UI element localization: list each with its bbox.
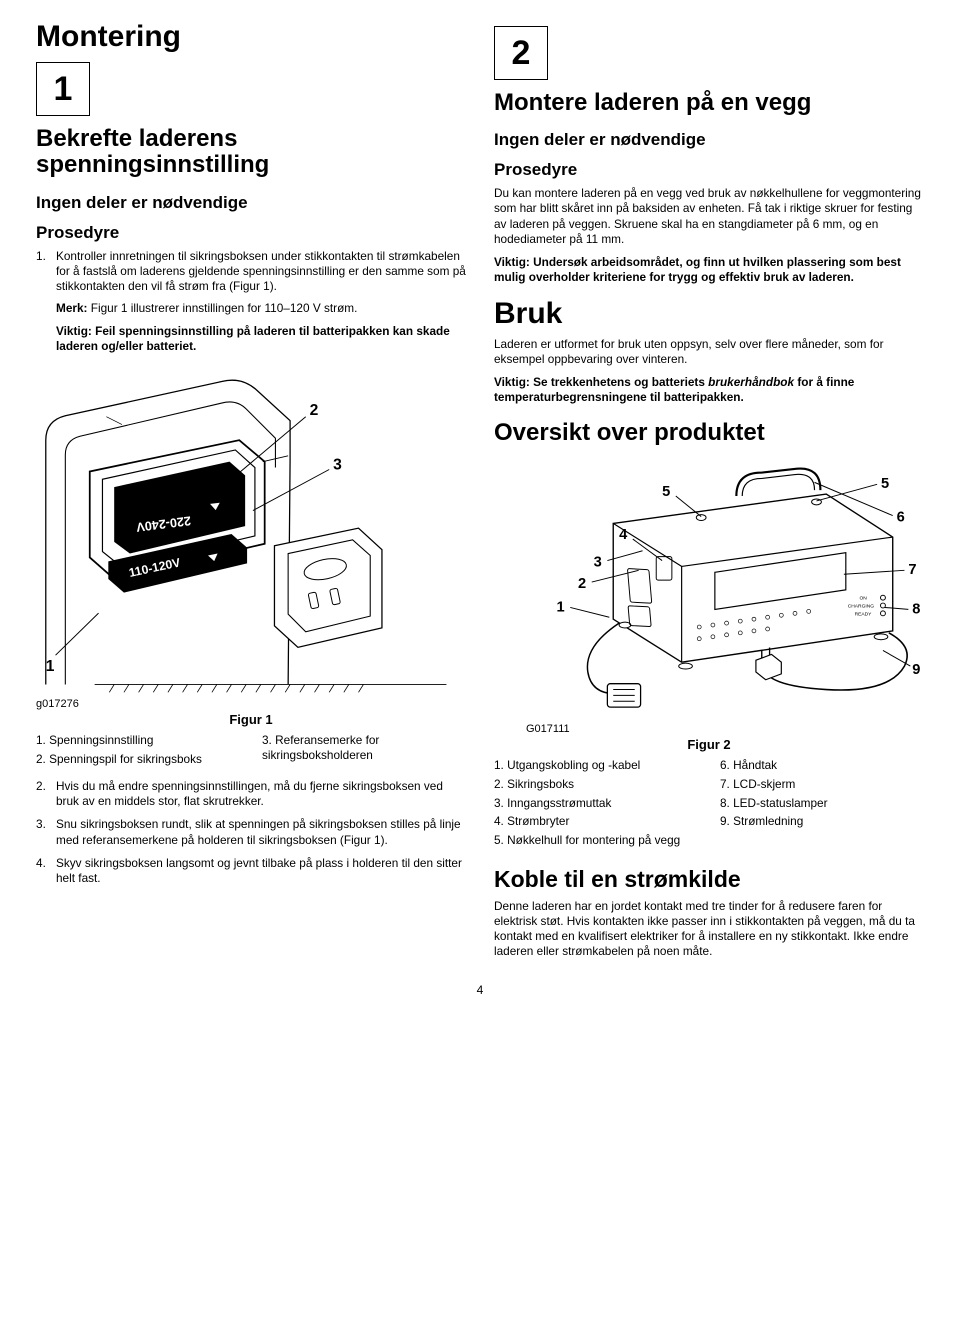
fig2-callout-7: 7 [908,563,916,579]
figure-1-svg: 220-240V 110-120V [36,362,466,694]
fig2-legend-4: 4. Strømbryter [494,814,698,829]
viktig-note-2: Viktig: Undersøk arbeidsområdet, og finn… [494,255,924,285]
viktig-note-1: Viktig: Feil spenningsinnstilling på lad… [56,324,466,354]
fig2-callout-9: 9 [912,662,920,678]
step-title-line2: spenningsinnstilling [36,151,269,178]
merk-note: Merk: Figur 1 illustrerer innstillingen … [56,301,466,316]
fig2-callout-3: 3 [594,555,602,571]
step-number-box-2: 2 [494,26,548,80]
step-1-3: Snu sikringsboksen rundt, slik at spenni… [36,817,466,848]
bruk-text: Laderen er utformet for bruk uten oppsyn… [494,337,924,367]
step-1-1-text: Kontroller innretningen til sikringsboks… [56,249,466,294]
figure-1-wrap: 220-240V 110-120V [36,362,466,694]
step-1-2: Hvis du må endre spenningsinnstillingen,… [36,779,466,810]
fig2-legend-5: 5. Nøkkelhull for montering på vegg [494,833,698,848]
figure-2-caption: Figur 2 [494,737,924,752]
step-number-box-1: 1 [36,62,90,116]
fig2-callout-5a: 5 [662,484,670,500]
viktig-label-2: Viktig: [494,255,530,269]
fig2-legend-7: 7. LCD-skjerm [720,777,924,792]
step-title-2: Montere laderen på en vegg [494,90,924,116]
fig2-callout-2: 2 [578,576,586,592]
figure-2-wrap: ON CHARGING READY [494,455,924,719]
step-1-1: Kontroller innretningen til sikringsboks… [36,249,466,354]
fig1-legend-1: 1. Spenningsinnstilling [36,733,240,748]
viktig-text-2: Undersøk arbeidsområdet, og finn ut hvil… [494,255,901,284]
section-title-montering: Montering [36,20,466,54]
page-number: 4 [36,983,924,997]
step-title-line1: Bekrefte laderens [36,125,237,152]
fig2-callout-5b: 5 [881,477,889,493]
fig2-legend-6: 6. Håndtak [720,758,924,773]
figure-1-caption: Figur 1 [36,712,466,727]
figure-1-legend: 1. Spenningsinnstilling 2. Spenningspil … [36,733,466,770]
fig1-legend-2: 2. Spenningspil for sikringsboks [36,752,240,767]
figure-2-svg: ON CHARGING READY [494,455,924,719]
fig1-callout-1: 1 [46,658,55,675]
viktig-label-3: Viktig: [494,375,530,389]
no-parts-heading: Ingen deler er nødvendige [36,193,466,213]
procedure-heading: Prosedyre [36,223,466,243]
procedure-list-1-cont: Hvis du må endre spenningsinnstillingen,… [36,779,466,887]
viktig-note-3: Viktig: Se trekkenhetens og batteriets b… [494,375,924,405]
figure-1-gcode: g017276 [36,698,466,710]
section-title-bruk: Bruk [494,297,924,331]
fig2-led-on: ON [859,596,867,602]
koble-text: Denne laderen har en jordet kontakt med … [494,899,924,959]
fig2-callout-4: 4 [619,527,628,543]
fig1-legend-3: 3. Referansemerke for sikringsboksholder… [262,733,466,762]
step-title-1: Bekrefte laderens spenningsinnstilling [36,126,466,179]
fig2-legend-3: 3. Inngangsstrømuttak [494,796,698,811]
merk-text: Figur 1 illustrerer innstillingen for 11… [87,301,357,315]
no-parts-heading-2: Ingen deler er nødvendige [494,130,924,150]
viktig-label-1: Viktig: [56,324,92,338]
fig2-led-charging: CHARGING [848,604,874,610]
procedure-heading-2: Prosedyre [494,160,924,180]
section-title-oversikt: Oversikt over produktet [494,419,924,447]
figure-2-gcode: G017111 [526,723,924,735]
fig2-callout-1: 1 [557,600,565,616]
step-1-4: Skyv sikringsboksen langsomt og jevnt ti… [36,856,466,887]
section-title-koble: Koble til en strømkilde [494,866,924,893]
fig1-callout-3: 3 [333,457,342,474]
viktig-text-1: Feil spenningsinnstilling på laderen til… [56,324,450,353]
viktig-text-3-italic: brukerhåndbok [708,375,794,389]
proc-2-text: Du kan montere laderen på en vegg ved br… [494,186,924,246]
fig2-callout-8: 8 [912,602,920,618]
fig2-legend-1: 1. Utgangskobling og -kabel [494,758,698,773]
figure-2-legend: 1. Utgangskobling og -kabel 2. Sikringsb… [494,758,924,852]
fig2-legend-9: 9. Strømledning [720,814,924,829]
fig2-legend-8: 8. LED-statuslamper [720,796,924,811]
fig1-callout-2: 2 [310,402,319,419]
fig2-led-ready: READY [855,612,873,618]
fig2-callout-6: 6 [897,510,905,526]
procedure-list-1: Kontroller innretningen til sikringsboks… [36,249,466,354]
fig2-legend-2: 2. Sikringsboks [494,777,698,792]
viktig-text-3a: Se trekkenhetens og batteriets [530,375,708,389]
merk-label: Merk: [56,301,87,315]
